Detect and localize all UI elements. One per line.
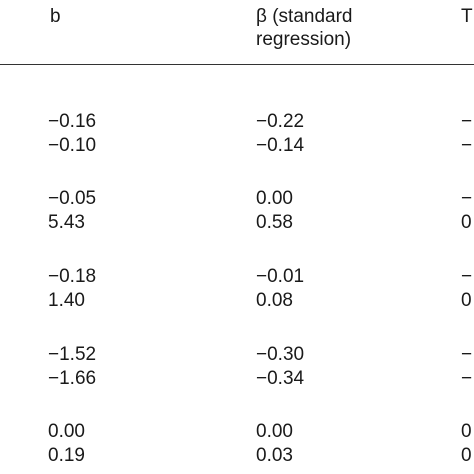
- cell-t: 0: [461, 290, 472, 311]
- cell-t: 0: [461, 421, 472, 442]
- header-beta-line1: β (standard: [256, 6, 353, 27]
- cell-t: −: [461, 188, 473, 209]
- header-b: b: [50, 6, 61, 27]
- header-beta-line2: regression): [256, 29, 352, 50]
- cell-b: −1.52: [48, 344, 97, 365]
- cell-b: −0.18: [48, 266, 97, 287]
- cell-b: −0.16: [48, 111, 97, 132]
- cell-beta: −0.22: [256, 111, 305, 132]
- cell-beta: −0.30: [256, 344, 305, 365]
- cell-t: −: [461, 368, 473, 389]
- cell-beta: 0.00: [256, 421, 293, 442]
- cell-b: 5.43: [48, 212, 85, 233]
- cell-b: −0.10: [48, 135, 97, 156]
- cell-beta: −0.34: [256, 368, 305, 389]
- cell-b: 0.19: [48, 445, 85, 466]
- cell-beta: −0.01: [256, 266, 305, 287]
- cell-t: −: [461, 111, 473, 132]
- header-t: T: [461, 6, 473, 27]
- cell-beta: −0.14: [256, 135, 305, 156]
- header-rule: [0, 64, 474, 65]
- cell-b: −1.66: [48, 368, 97, 389]
- cell-t: 0: [461, 445, 472, 466]
- cell-beta: 0.03: [256, 445, 293, 466]
- cell-t: 0: [461, 212, 472, 233]
- cell-b: 1.40: [48, 290, 85, 311]
- header-beta: β (standard regression): [256, 5, 406, 51]
- cell-beta: 0.58: [256, 212, 293, 233]
- cell-t: −: [461, 266, 473, 287]
- cell-t: −: [461, 344, 473, 365]
- cell-t: −: [461, 135, 473, 156]
- cell-b: 0.00: [48, 421, 85, 442]
- cell-beta: 0.08: [256, 290, 293, 311]
- cell-beta: 0.00: [256, 188, 293, 209]
- cell-b: −0.05: [48, 188, 97, 209]
